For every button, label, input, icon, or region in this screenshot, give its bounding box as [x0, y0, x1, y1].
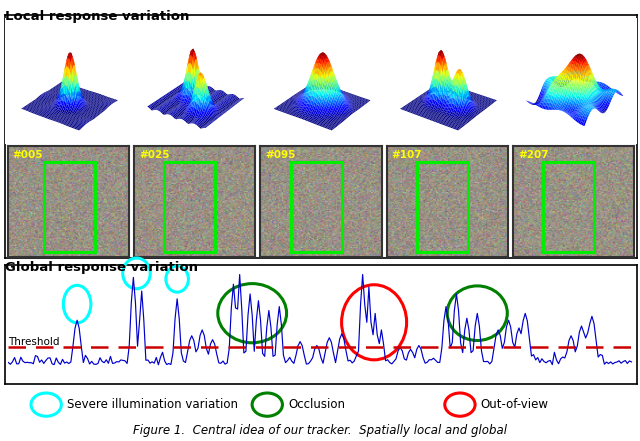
Text: Occlusion: Occlusion: [288, 398, 345, 411]
Bar: [291, 162, 342, 251]
Text: #107: #107: [392, 150, 422, 160]
Text: #207: #207: [518, 150, 548, 160]
Bar: [164, 162, 215, 251]
Text: Global response variation: Global response variation: [5, 261, 198, 274]
Bar: [543, 162, 594, 251]
Bar: [44, 162, 95, 251]
Text: #095: #095: [265, 150, 296, 160]
Text: Figure 1.  Central idea of our tracker.  Spatially local and global: Figure 1. Central idea of our tracker. S…: [133, 425, 507, 437]
Text: Out-of-view: Out-of-view: [481, 398, 548, 411]
Text: Severe illumination variation: Severe illumination variation: [67, 398, 238, 411]
Bar: [417, 162, 468, 251]
Text: Threshold: Threshold: [8, 337, 59, 347]
Text: #025: #025: [139, 150, 170, 160]
Text: #005: #005: [13, 150, 43, 160]
Text: Local response variation: Local response variation: [5, 10, 189, 22]
